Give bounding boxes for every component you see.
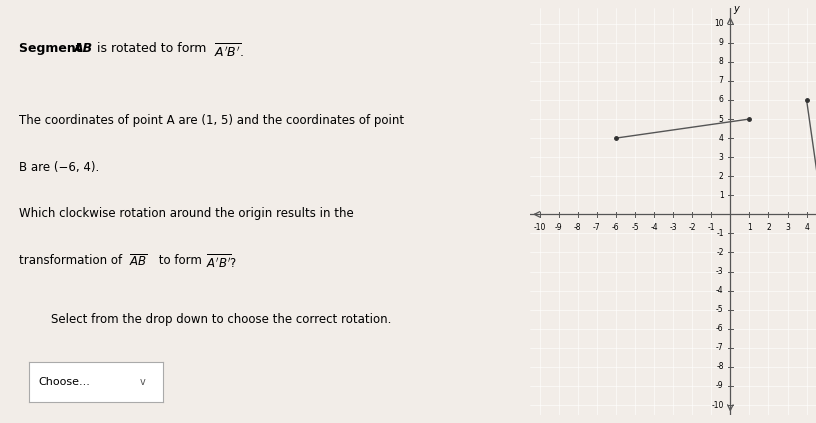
Text: 4: 4 xyxy=(804,223,809,232)
Text: -10: -10 xyxy=(712,401,724,409)
Text: -4: -4 xyxy=(650,223,658,232)
Text: -3: -3 xyxy=(716,267,724,276)
Text: Which clockwise rotation around the origin results in the: Which clockwise rotation around the orig… xyxy=(20,207,354,220)
Text: 1: 1 xyxy=(747,223,752,232)
Text: -1: -1 xyxy=(707,223,715,232)
Text: 7: 7 xyxy=(719,77,724,85)
Text: $\overline{A'B'}$?: $\overline{A'B'}$? xyxy=(206,254,237,271)
Text: transformation of: transformation of xyxy=(20,254,126,267)
Text: Select from the drop down to choose the correct rotation.: Select from the drop down to choose the … xyxy=(51,313,392,326)
Text: -10: -10 xyxy=(534,223,546,232)
Text: B are (−6, 4).: B are (−6, 4). xyxy=(20,161,100,174)
Text: -9: -9 xyxy=(716,382,724,390)
Text: -3: -3 xyxy=(669,223,677,232)
Text: 9: 9 xyxy=(719,38,724,47)
Text: Segment: Segment xyxy=(20,42,86,55)
Text: Choose...: Choose... xyxy=(38,377,90,387)
Text: -8: -8 xyxy=(716,363,724,371)
Text: 6: 6 xyxy=(719,96,724,104)
Text: -4: -4 xyxy=(716,286,724,295)
Text: v: v xyxy=(140,377,146,387)
Text: -5: -5 xyxy=(632,223,639,232)
Text: 3: 3 xyxy=(785,223,790,232)
Text: y: y xyxy=(733,4,739,14)
Text: 2: 2 xyxy=(719,172,724,181)
Text: -2: -2 xyxy=(689,223,696,232)
Text: -1: -1 xyxy=(716,229,724,238)
Text: 5: 5 xyxy=(719,115,724,124)
Text: -2: -2 xyxy=(716,248,724,257)
Text: to form: to form xyxy=(155,254,202,267)
Text: 1: 1 xyxy=(719,191,724,200)
Text: 8: 8 xyxy=(719,58,724,66)
Text: 2: 2 xyxy=(766,223,771,232)
Text: -9: -9 xyxy=(555,223,562,232)
Text: is rotated to form: is rotated to form xyxy=(93,42,211,55)
Text: AB: AB xyxy=(73,42,93,55)
Text: $\overline{AB}$: $\overline{AB}$ xyxy=(129,254,148,269)
Text: 4: 4 xyxy=(719,134,724,143)
Text: 3: 3 xyxy=(719,153,724,162)
Text: The coordinates of point A are (1, 5) and the coordinates of point: The coordinates of point A are (1, 5) an… xyxy=(20,114,405,127)
Text: $\overline{A'B'}$.: $\overline{A'B'}$. xyxy=(214,42,243,60)
Text: -7: -7 xyxy=(593,223,601,232)
Text: -6: -6 xyxy=(612,223,619,232)
Text: 10: 10 xyxy=(714,19,724,28)
Text: -8: -8 xyxy=(574,223,582,232)
Text: -5: -5 xyxy=(716,305,724,314)
Text: -7: -7 xyxy=(716,343,724,352)
Text: -6: -6 xyxy=(716,324,724,333)
